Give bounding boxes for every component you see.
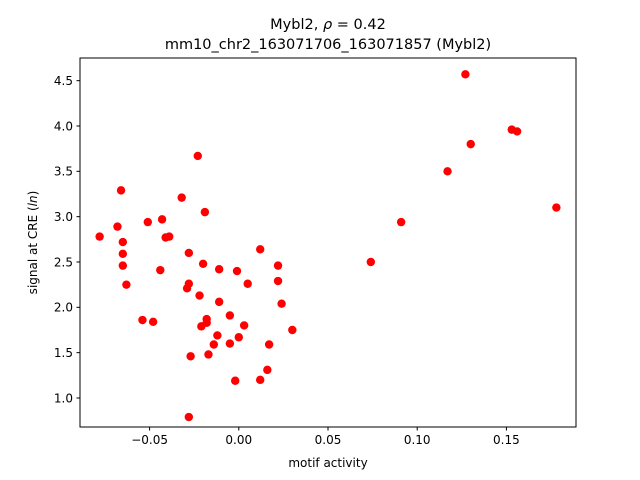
x-tick-label: 0.05 bbox=[315, 433, 342, 447]
data-point-33 bbox=[225, 311, 235, 320]
data-point-2 bbox=[116, 186, 126, 195]
data-point-54 bbox=[552, 203, 561, 212]
y-tick-label: 2.0 bbox=[54, 301, 73, 315]
data-point-14 bbox=[177, 193, 186, 202]
data-point-48 bbox=[396, 217, 406, 227]
data-point-31 bbox=[214, 297, 224, 307]
data-point-16 bbox=[184, 248, 194, 258]
data-point-4 bbox=[118, 249, 128, 259]
data-point-38 bbox=[243, 279, 252, 288]
y-axis-label: signal at CRE (ln) bbox=[26, 191, 40, 295]
chart-title-line2: mm10_chr2_163071706_163071857 (Mybl2) bbox=[165, 37, 491, 53]
data-point-7 bbox=[138, 315, 147, 325]
data-point-27 bbox=[204, 350, 213, 359]
x-tick-label: −0.05 bbox=[131, 433, 168, 447]
plot-frame bbox=[79, 57, 577, 428]
x-tick-label: 0.10 bbox=[404, 433, 431, 447]
data-point-39 bbox=[256, 245, 265, 254]
data-point-42 bbox=[264, 340, 274, 349]
ticks-layer: −0.05 0.00 0.05 0.10 0.15 1.0 1.5 2.0 2.5 3.0 3.5 4… bbox=[54, 74, 520, 447]
data-point-34 bbox=[231, 376, 240, 385]
y-tick-label: 1.0 bbox=[54, 391, 73, 405]
data-point-23 bbox=[198, 259, 208, 269]
data-point-30 bbox=[214, 265, 224, 274]
y-tick-label: 1.5 bbox=[54, 346, 73, 360]
data-point-26 bbox=[202, 314, 211, 324]
data-point-43 bbox=[273, 261, 283, 270]
y-tick-label: 2.5 bbox=[54, 255, 73, 269]
data-point-13 bbox=[165, 232, 174, 241]
data-point-17 bbox=[184, 279, 194, 288]
data-point-46 bbox=[288, 325, 297, 335]
data-point-41 bbox=[263, 365, 272, 375]
y-tick-label: 4.5 bbox=[54, 74, 73, 88]
data-point-44 bbox=[273, 276, 283, 286]
data-point-47 bbox=[366, 257, 376, 267]
data-point-6 bbox=[122, 280, 131, 289]
data-point-50 bbox=[461, 70, 470, 79]
y-tick-label: 4.0 bbox=[54, 119, 73, 133]
data-point-8 bbox=[143, 217, 152, 227]
data-point-37 bbox=[239, 321, 249, 330]
data-point-0 bbox=[95, 232, 104, 241]
data-point-28 bbox=[209, 340, 219, 349]
data-point-53 bbox=[512, 127, 522, 136]
data-point-19 bbox=[186, 352, 195, 361]
data-point-1 bbox=[113, 222, 122, 231]
points-layer bbox=[95, 70, 561, 422]
data-point-3 bbox=[118, 237, 128, 247]
data-point-45 bbox=[277, 299, 286, 308]
x-axis-label: motif activity bbox=[288, 456, 367, 470]
data-point-5 bbox=[118, 261, 128, 270]
data-point-35 bbox=[232, 266, 242, 276]
data-point-21 bbox=[195, 291, 204, 300]
rho-symbol: ρ bbox=[323, 17, 333, 33]
data-point-9 bbox=[148, 317, 158, 327]
data-point-36 bbox=[234, 333, 243, 342]
x-tick-label: 0.15 bbox=[493, 433, 520, 447]
data-point-40 bbox=[256, 375, 265, 385]
data-point-49 bbox=[443, 167, 452, 176]
y-tick-label: 3.0 bbox=[54, 210, 73, 224]
y-tick-label: 3.5 bbox=[54, 165, 73, 179]
data-point-51 bbox=[466, 139, 475, 149]
data-point-32 bbox=[225, 339, 235, 348]
data-point-11 bbox=[157, 215, 167, 224]
data-point-29 bbox=[213, 331, 222, 340]
x-tick-label: 0.00 bbox=[225, 433, 252, 447]
data-point-18 bbox=[184, 412, 194, 422]
data-point-20 bbox=[193, 151, 202, 161]
chart-title-line1: Mybl2, ρ = 0.42 bbox=[270, 17, 386, 33]
data-point-24 bbox=[200, 207, 210, 217]
data-point-10 bbox=[156, 265, 165, 275]
